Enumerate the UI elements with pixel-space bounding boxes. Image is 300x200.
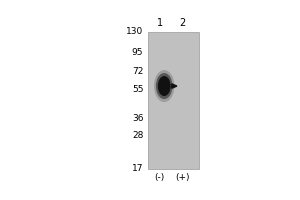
Text: 55: 55 [132,85,143,94]
Text: (-): (-) [154,173,165,182]
Text: 1: 1 [157,18,163,28]
Text: 95: 95 [132,48,143,57]
Bar [148,32,199,169]
Text: 2: 2 [180,18,186,28]
Ellipse shape [154,70,174,102]
Ellipse shape [158,76,171,96]
Text: (+): (+) [176,173,190,182]
Text: 130: 130 [126,27,143,36]
Text: 36: 36 [132,114,143,123]
Ellipse shape [156,73,172,99]
Text: 17: 17 [132,164,143,173]
Text: 72: 72 [132,67,143,76]
Text: 28: 28 [132,131,143,140]
Polygon shape [172,84,177,88]
